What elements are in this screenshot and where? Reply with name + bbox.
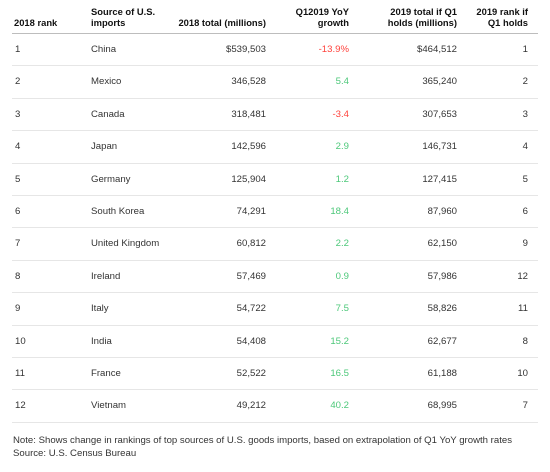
table-row: 7 United Kingdom 60,812 2.2 62,150 9 bbox=[12, 228, 538, 261]
total-2019-cell: 127,415 bbox=[422, 173, 457, 185]
table-row: 10 India 54,408 15.2 62,677 8 bbox=[12, 326, 538, 358]
table-row: 9 Italy 54,722 7.5 58,826 11 bbox=[12, 293, 538, 326]
country-cell: Ireland bbox=[91, 270, 121, 282]
rank-2019-cell: 1 bbox=[522, 44, 528, 55]
growth-cell: 1.2 bbox=[335, 173, 349, 185]
rank-cell: 5 bbox=[15, 173, 21, 185]
table-row: 5 Germany 125,904 1.2 127,415 5 bbox=[12, 164, 538, 196]
growth-cell: 16.5 bbox=[330, 367, 349, 379]
header-source: Source of U.S. imports bbox=[91, 6, 156, 28]
rank-2019-cell: 3 bbox=[522, 108, 528, 120]
rank-2019-cell: 10 bbox=[517, 367, 528, 379]
table-row: 12 Vietnam 49,212 40.2 68,995 7 bbox=[12, 390, 538, 423]
total-2019-cell: 146,731 bbox=[422, 141, 457, 153]
header-2018-rank: 2018 rank bbox=[14, 17, 58, 28]
growth-cell: 18.4 bbox=[330, 205, 349, 217]
total-2019-cell: 58,826 bbox=[427, 303, 457, 315]
total-2018-cell: 54,722 bbox=[236, 303, 266, 315]
total-2018-cell: 57,469 bbox=[236, 270, 266, 282]
total-2019-cell: 62,677 bbox=[427, 335, 457, 347]
header-2019-total: 2019 total if Q1 holds (millions) bbox=[387, 6, 457, 28]
total-2018-cell: 125,904 bbox=[231, 173, 266, 185]
country-cell: South Korea bbox=[91, 205, 145, 217]
rank-cell: 7 bbox=[15, 238, 21, 250]
growth-cell: 15.2 bbox=[330, 335, 349, 347]
table-row: 2 Mexico 346,528 5.4 365,240 2 bbox=[12, 66, 538, 99]
rank-2019-cell: 5 bbox=[522, 173, 528, 185]
country-cell: India bbox=[91, 335, 112, 347]
growth-cell: 2.2 bbox=[335, 238, 349, 250]
total-2019-cell: 365,240 bbox=[422, 76, 457, 88]
table-row: 6 South Korea 74,291 18.4 87,960 6 bbox=[12, 196, 538, 229]
growth-cell: -3.4 bbox=[332, 108, 349, 120]
total-2019-cell: $464,512 bbox=[416, 44, 457, 55]
rank-2019-cell: 12 bbox=[517, 270, 528, 282]
total-2018-cell: 346,528 bbox=[231, 76, 266, 88]
rank-2019-cell: 9 bbox=[522, 238, 528, 250]
footnote: Note: Shows change in rankings of top so… bbox=[13, 435, 512, 459]
total-2019-cell: 61,188 bbox=[427, 367, 457, 379]
rank-cell: 8 bbox=[15, 270, 21, 282]
total-2019-cell: 57,986 bbox=[427, 270, 457, 282]
rank-cell: 4 bbox=[15, 141, 21, 153]
country-cell: Canada bbox=[91, 108, 125, 120]
table-header: 2018 rank Source of U.S. imports 2018 tot… bbox=[12, 0, 538, 34]
total-2018-cell: $539,503 bbox=[225, 44, 266, 55]
rank-cell: 12 bbox=[15, 400, 26, 412]
imports-table: 2018 rank Source of U.S. imports 2018 tot… bbox=[12, 0, 538, 423]
table-row: 4 Japan 142,596 2.9 146,731 4 bbox=[12, 131, 538, 164]
rank-2019-cell: 8 bbox=[522, 335, 528, 347]
growth-cell: 5.4 bbox=[335, 76, 349, 88]
rank-2019-cell: 4 bbox=[522, 141, 528, 153]
table-row: 1 China $539,503 -13.9% $464,512 1 bbox=[12, 34, 538, 67]
growth-cell: -13.9% bbox=[318, 44, 349, 55]
growth-cell: 2.9 bbox=[335, 141, 349, 153]
growth-cell: 7.5 bbox=[335, 303, 349, 315]
rank-cell: 10 bbox=[15, 335, 26, 347]
total-2019-cell: 62,150 bbox=[427, 238, 457, 250]
total-2019-cell: 68,995 bbox=[427, 400, 457, 412]
rank-2019-cell: 6 bbox=[522, 205, 528, 217]
rank-cell: 3 bbox=[15, 108, 21, 120]
rank-2019-cell: 11 bbox=[518, 303, 528, 315]
country-cell: Vietnam bbox=[91, 400, 127, 412]
table-row: 3 Canada 318,481 -3.4 307,653 3 bbox=[12, 99, 538, 132]
table-row: 11 France 52,522 16.5 61,188 10 bbox=[12, 358, 538, 391]
total-2018-cell: 74,291 bbox=[236, 205, 266, 217]
growth-cell: 40.2 bbox=[330, 400, 349, 412]
total-2019-cell: 307,653 bbox=[422, 108, 457, 120]
total-2019-cell: 87,960 bbox=[427, 205, 457, 217]
total-2018-cell: 54,408 bbox=[236, 335, 266, 347]
rank-2019-cell: 2 bbox=[522, 76, 528, 88]
country-cell: France bbox=[91, 367, 121, 379]
country-cell: China bbox=[91, 44, 117, 55]
table-row: 8 Ireland 57,469 0.9 57,986 12 bbox=[12, 261, 538, 294]
country-cell: Mexico bbox=[91, 76, 122, 88]
header-2019-rank: 2019 rank if Q1 holds bbox=[476, 6, 528, 28]
country-cell: Italy bbox=[91, 303, 109, 315]
total-2018-cell: 318,481 bbox=[231, 108, 266, 120]
rank-cell: 6 bbox=[15, 205, 21, 217]
rank-cell: 11 bbox=[15, 367, 25, 379]
total-2018-cell: 52,522 bbox=[236, 367, 266, 379]
total-2018-cell: 142,596 bbox=[231, 141, 266, 153]
rank-2019-cell: 7 bbox=[522, 400, 528, 412]
rank-cell: 9 bbox=[15, 303, 21, 315]
country-cell: Germany bbox=[91, 173, 131, 185]
total-2018-cell: 60,812 bbox=[236, 238, 266, 250]
total-2018-cell: 49,212 bbox=[236, 400, 266, 412]
rank-cell: 1 bbox=[15, 44, 21, 55]
table-body: 1 China $539,503 -13.9% $464,512 1 2 Mexico 346,… bbox=[12, 34, 538, 423]
country-cell: United Kingdom bbox=[91, 238, 160, 250]
growth-cell: 0.9 bbox=[335, 270, 349, 282]
header-2018-total: 2018 total (millions) bbox=[178, 17, 266, 28]
rank-cell: 2 bbox=[15, 76, 21, 88]
country-cell: Japan bbox=[91, 141, 118, 153]
header-growth: Q12019 YoY growth bbox=[295, 6, 349, 28]
